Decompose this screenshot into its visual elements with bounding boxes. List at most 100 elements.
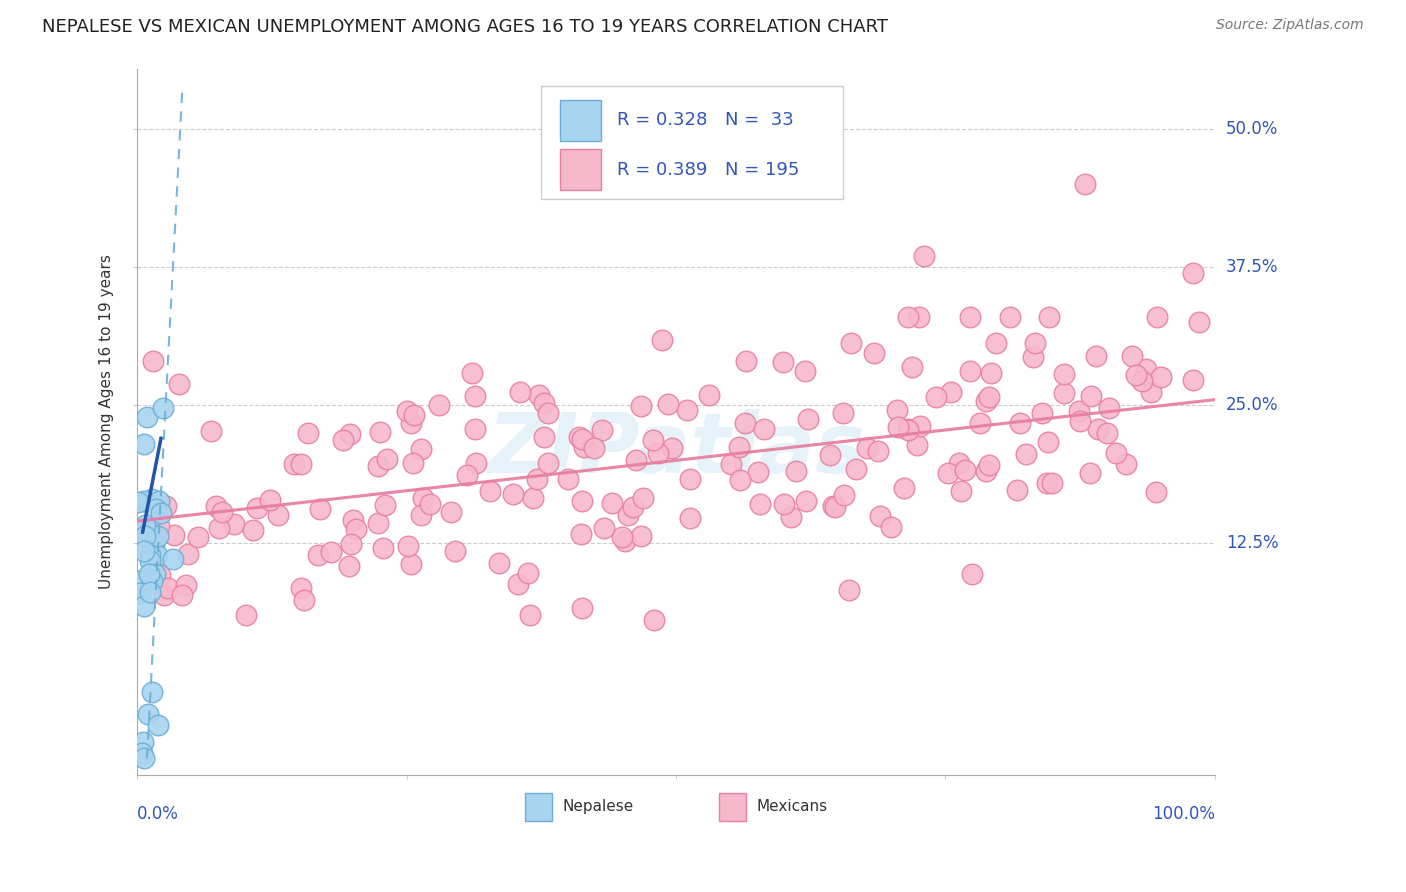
Point (571, 601, 593, 615)
FancyBboxPatch shape (718, 793, 747, 821)
Point (444, 544, 467, 558)
Point (984, 336, 1007, 351)
Point (734, 353, 756, 368)
Point (824, 500, 846, 515)
Point (456, 467, 478, 482)
Point (488, 556, 510, 570)
Point (925, 390, 948, 404)
Text: Nepalese: Nepalese (562, 799, 634, 814)
Point (1040, 476, 1063, 491)
Point (905, 437, 928, 451)
Point (1084, 349, 1107, 363)
Point (1015, 447, 1038, 461)
Point (600, 496, 623, 510)
Point (772, 355, 794, 369)
Point (149, 568, 172, 582)
Point (887, 420, 910, 434)
Point (148, 493, 170, 508)
Point (153, 587, 176, 601)
Point (962, 566, 984, 581)
Point (138, 525, 160, 540)
Point (974, 464, 997, 478)
Point (332, 433, 354, 447)
FancyBboxPatch shape (526, 793, 553, 821)
Point (571, 432, 593, 446)
Point (259, 492, 281, 507)
FancyBboxPatch shape (560, 100, 600, 141)
Point (132, 493, 155, 508)
Text: 0.0%: 0.0% (138, 805, 179, 823)
Point (134, 437, 156, 451)
Point (834, 488, 856, 502)
Point (568, 429, 591, 443)
Point (156, 581, 179, 595)
Point (409, 442, 432, 456)
Point (780, 510, 803, 524)
Point (1087, 421, 1109, 435)
Point (509, 385, 531, 400)
Point (633, 491, 655, 506)
Point (267, 508, 290, 522)
Point (908, 310, 931, 324)
Point (1146, 310, 1168, 324)
Point (502, 487, 524, 501)
Point (1121, 350, 1143, 364)
Point (1031, 406, 1053, 420)
Point (897, 310, 920, 324)
Point (1038, 434, 1060, 449)
Point (1125, 368, 1147, 382)
Point (936, 467, 959, 481)
Point (235, 607, 257, 622)
Point (242, 523, 264, 537)
Point (1140, 385, 1163, 400)
Point (823, 500, 845, 514)
Point (856, 442, 879, 456)
Point (143, 567, 166, 582)
Point (1008, 417, 1031, 431)
Point (1144, 484, 1167, 499)
Point (841, 336, 863, 351)
Point (616, 508, 638, 522)
Point (464, 422, 486, 436)
Point (557, 473, 579, 487)
Point (1069, 414, 1091, 428)
Point (572, 440, 595, 454)
Point (139, 571, 162, 585)
Point (728, 473, 751, 487)
Point (146, 549, 169, 563)
Point (162, 551, 184, 566)
Text: ZIPatlas: ZIPatlas (486, 409, 865, 491)
Point (129, 586, 152, 600)
Point (785, 464, 807, 478)
Point (886, 402, 908, 417)
Text: NEPALESE VS MEXICAN UNEMPLOYMENT AMONG AGES 16 TO 19 YEARS CORRELATION CHART: NEPALESE VS MEXICAN UNEMPLOYMENT AMONG A… (42, 18, 889, 36)
Point (142, 353, 165, 368)
Point (679, 472, 702, 486)
FancyBboxPatch shape (541, 87, 844, 199)
Point (697, 387, 720, 401)
Point (863, 346, 886, 360)
Point (342, 513, 364, 527)
Point (866, 444, 889, 458)
Point (127, 495, 149, 509)
Point (138, 566, 160, 581)
Point (734, 416, 756, 430)
Point (1074, 178, 1097, 192)
Point (292, 593, 315, 607)
Point (339, 559, 361, 574)
Point (901, 359, 924, 374)
Point (375, 451, 398, 466)
Point (832, 406, 855, 420)
Text: 100.0%: 100.0% (1152, 805, 1215, 823)
Point (211, 505, 233, 519)
Point (1115, 457, 1137, 471)
Point (1181, 373, 1204, 387)
Text: N =  33: N = 33 (724, 112, 793, 129)
Point (399, 557, 422, 571)
Point (177, 547, 200, 561)
Point (1038, 310, 1060, 324)
Point (141, 491, 163, 506)
Point (676, 403, 699, 417)
Point (208, 521, 231, 535)
Point (630, 529, 652, 543)
